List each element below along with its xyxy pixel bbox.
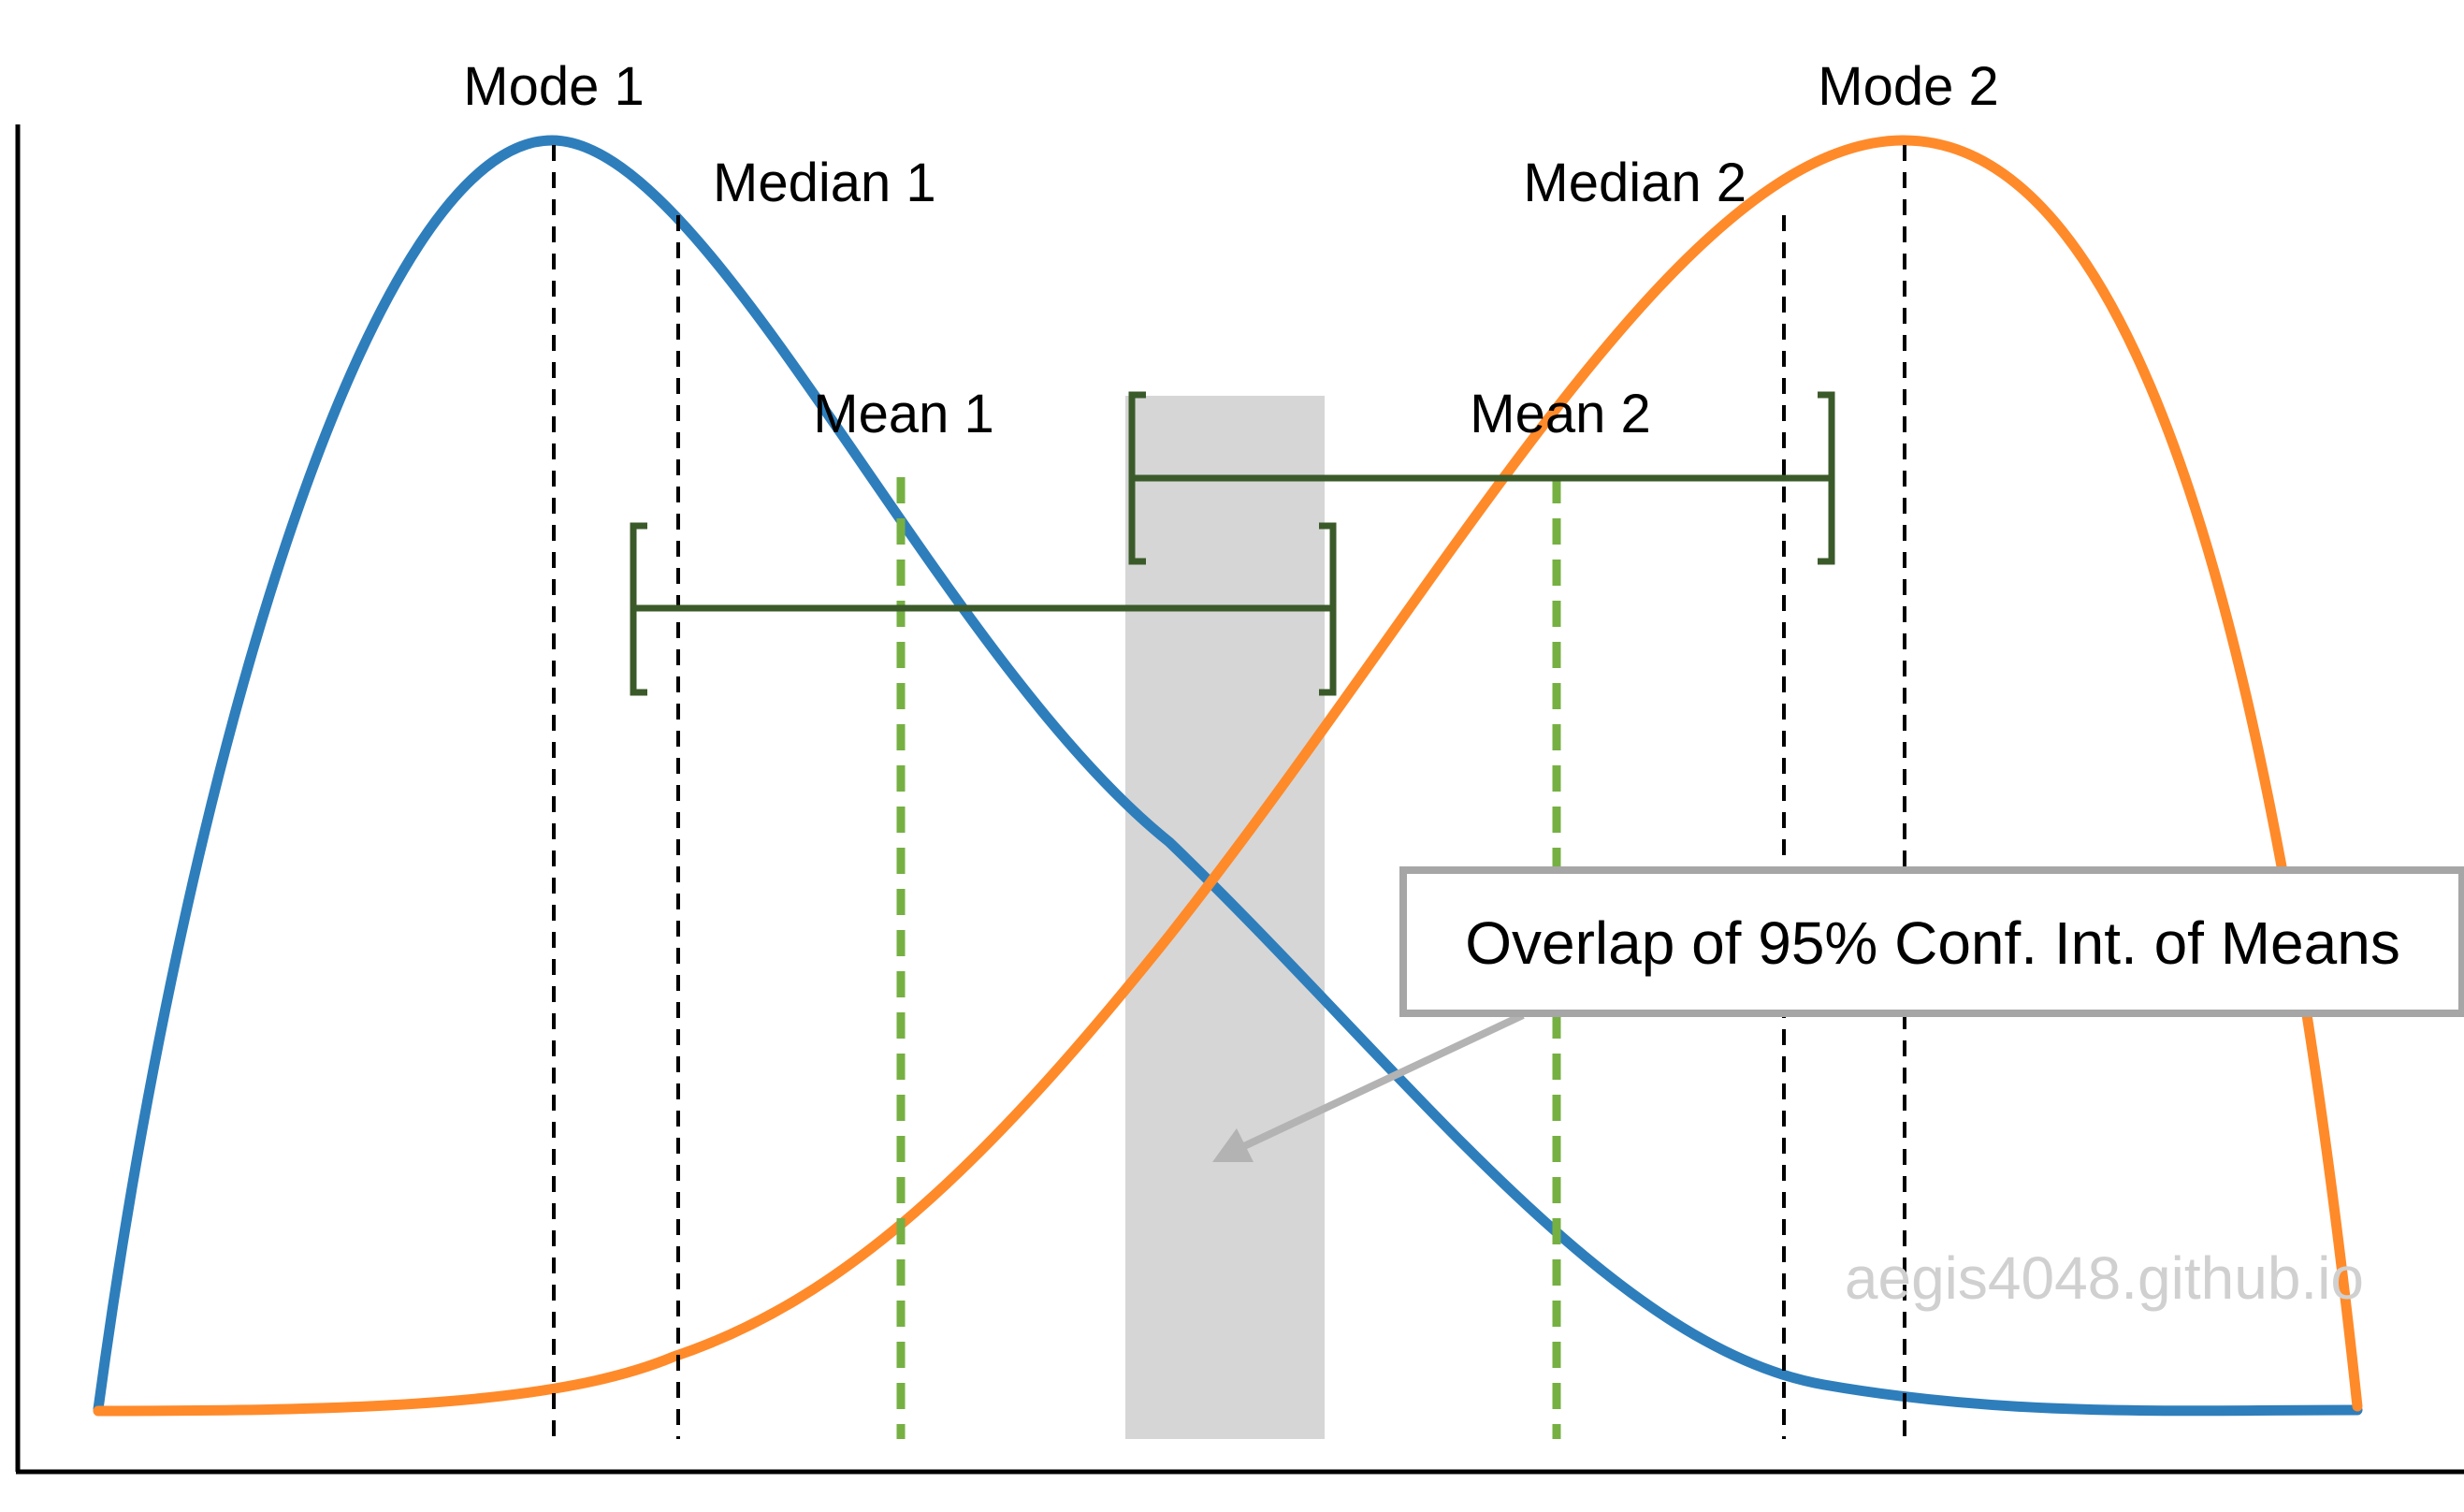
- distribution-1-curve: [93, 135, 2363, 1417]
- mode-2-label: Mode 2: [1818, 56, 1998, 117]
- mean-2-label: Mean 2: [1470, 384, 1650, 444]
- mean-1-label: Mean 1: [813, 384, 993, 444]
- confidence-interval-2: [1128, 391, 1835, 565]
- callout-box: [1399, 866, 2464, 1017]
- median-2-label: Median 2: [1523, 153, 1747, 213]
- callout-arrow: [1212, 1011, 1525, 1162]
- median-1-label: Median 1: [713, 153, 936, 213]
- confidence-interval-1: [630, 522, 1337, 696]
- ci-overlap-region: [1125, 396, 1325, 1439]
- callout-text: Overlap of 95% Conf. Int. of Means: [1465, 909, 2400, 977]
- distribution-2-curve: [93, 135, 2363, 1417]
- watermark: aegis4048.github.io: [1845, 1244, 2364, 1312]
- mode-1-label: Mode 1: [463, 56, 644, 117]
